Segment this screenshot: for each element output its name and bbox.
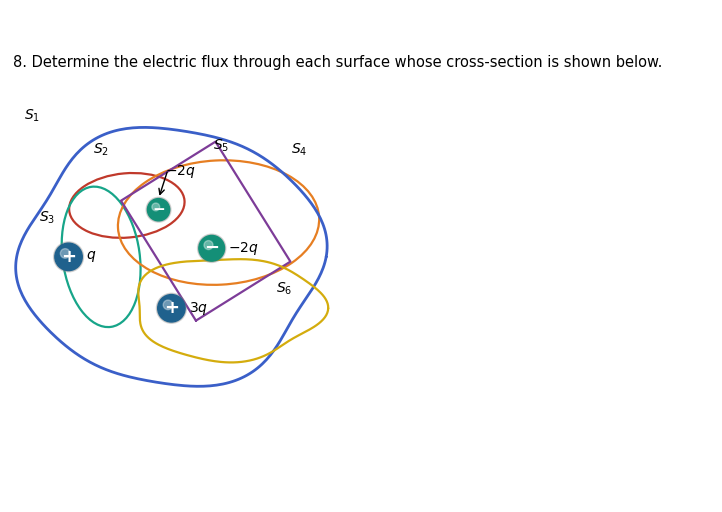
Circle shape	[61, 249, 70, 258]
Text: 8. Determine the electric flux through each surface whose cross-section is shown: 8. Determine the electric flux through e…	[13, 55, 662, 71]
Text: $S_{6}$: $S_{6}$	[276, 281, 292, 297]
Text: $S_{4}$: $S_{4}$	[292, 141, 308, 158]
Text: $3q$: $3q$	[188, 300, 208, 317]
Circle shape	[146, 197, 171, 222]
Circle shape	[53, 242, 84, 272]
Circle shape	[152, 203, 160, 211]
Text: $S_{1}$: $S_{1}$	[24, 107, 40, 123]
Circle shape	[163, 300, 173, 310]
Text: $S_{3}$: $S_{3}$	[38, 210, 55, 226]
Text: +: +	[61, 248, 76, 266]
Text: $S_{2}$: $S_{2}$	[92, 141, 108, 158]
Text: −: −	[204, 239, 219, 258]
Circle shape	[198, 234, 226, 263]
Text: +: +	[164, 300, 179, 317]
Text: −: −	[152, 202, 165, 217]
Circle shape	[199, 236, 225, 261]
Circle shape	[55, 243, 82, 270]
Circle shape	[157, 293, 186, 323]
Text: $-2q$: $-2q$	[228, 240, 258, 257]
Circle shape	[204, 241, 213, 249]
Text: $-2q$: $-2q$	[165, 163, 196, 180]
Circle shape	[157, 294, 185, 322]
Text: $q$: $q$	[86, 249, 96, 264]
Text: $S_{5}$: $S_{5}$	[212, 137, 229, 154]
Circle shape	[147, 199, 170, 221]
